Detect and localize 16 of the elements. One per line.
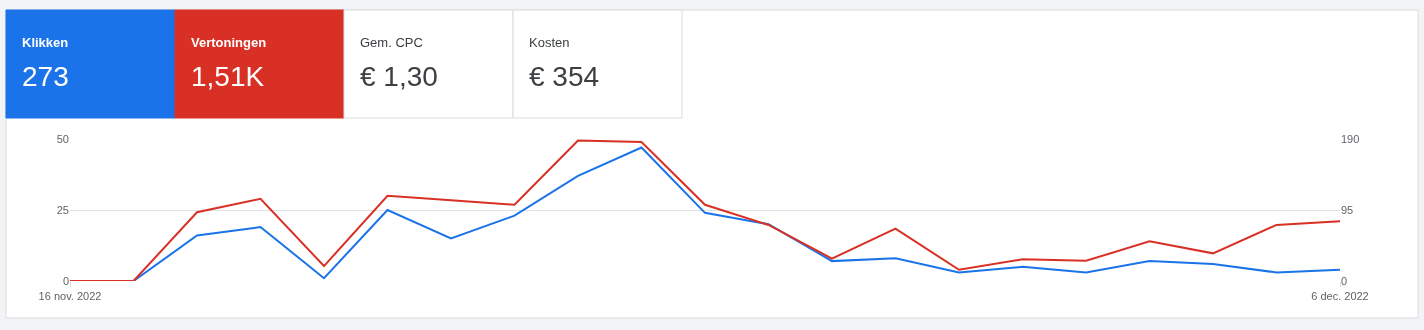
- y2-tick-label: 190: [1341, 132, 1360, 145]
- text: 273: [22, 61, 69, 92]
- text: € 354: [529, 61, 600, 92]
- x-tick-label: 16 nov. 2022: [38, 290, 102, 303]
- x-tick-label: 6 dec. 2022: [1311, 290, 1369, 303]
- y2-tick-label: 95: [1341, 203, 1354, 216]
- text: Vertoningen: [191, 35, 267, 50]
- text: € 1,30: [360, 61, 438, 92]
- y-tick-label: 0: [62, 274, 69, 287]
- text: Kosten: [529, 35, 570, 50]
- y-tick-label: 50: [56, 132, 69, 145]
- y-tick-label: 25: [56, 203, 69, 216]
- text: 1,51K: [191, 61, 265, 92]
- text: Klikken: [22, 35, 69, 50]
- text: Gem. CPC: [360, 35, 423, 50]
- y2-tick-label: 0: [1341, 274, 1348, 287]
